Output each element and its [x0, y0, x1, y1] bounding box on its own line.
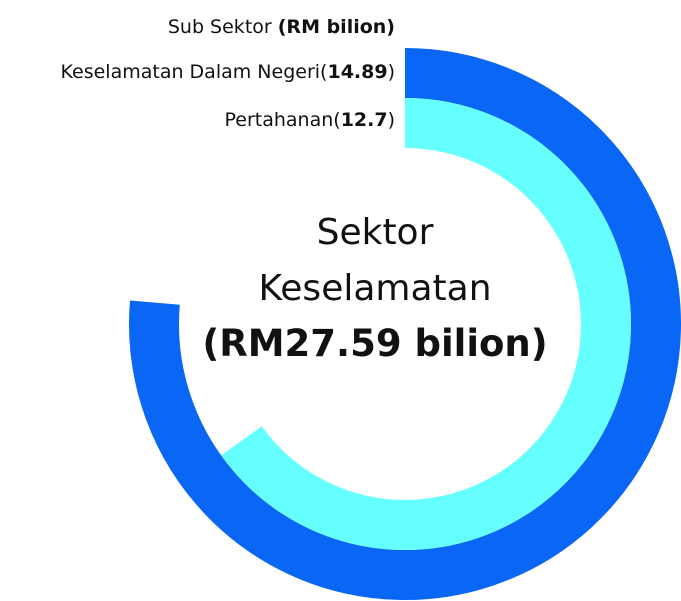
- ring-bar: [129, 48, 681, 600]
- legend-name: Pertahanan: [224, 109, 334, 131]
- legend-item: Pertahanan12.7: [224, 109, 395, 131]
- center-line: Sektor: [316, 212, 434, 253]
- legend-item: Keselamatan Dalam Negeri14.89: [61, 61, 395, 83]
- legend-title: Sub Sektor (RM bilion): [168, 16, 395, 38]
- legend-name: Keselamatan Dalam Negeri: [60, 61, 321, 83]
- legend-title-text: Sub Sektor: [167, 16, 272, 38]
- legend-unit: (RM bilion): [277, 16, 395, 38]
- legend-value: 12.7: [333, 109, 395, 131]
- ring-bar: [221, 98, 631, 550]
- center-total: (RM27.59 bilion): [202, 322, 548, 365]
- legend-value: 14.89: [320, 61, 395, 83]
- center-line: Keselamatan: [258, 268, 492, 309]
